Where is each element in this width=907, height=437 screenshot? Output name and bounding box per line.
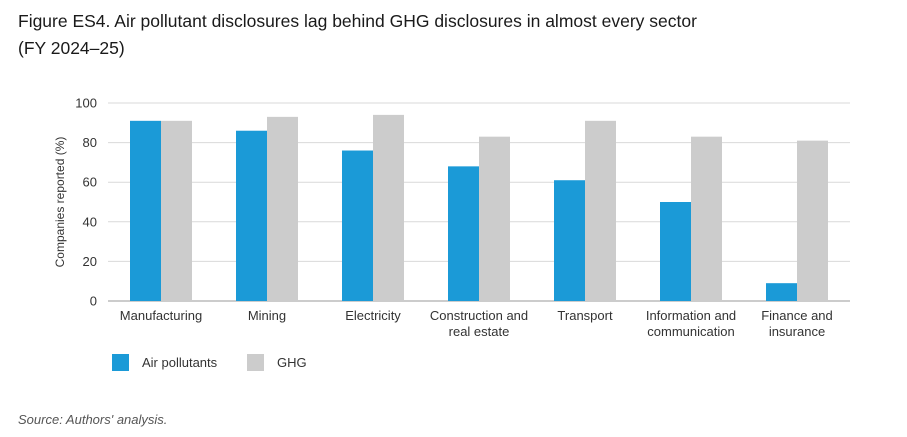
- x-tick-label: Electricity: [345, 308, 401, 323]
- y-tick-label: 80: [83, 135, 97, 150]
- source-note: Source: Authors' analysis.: [18, 412, 168, 427]
- chart-title-line-2: (FY 2024–25): [18, 38, 125, 58]
- x-tick-label: Manufacturing: [120, 308, 202, 323]
- bar-air-pollutants-5: [660, 202, 691, 301]
- legend-swatch-air-pollutants: [112, 354, 129, 371]
- y-tick-label: 20: [83, 254, 97, 269]
- x-tick-label: Finance and insurance: [761, 308, 833, 339]
- bar-chart: 0 20 40 60 80 100 Companies reported (%) Manufa…: [53, 96, 850, 371]
- x-tick-label-line: Finance and: [761, 308, 833, 323]
- y-tick-label: 40: [83, 214, 97, 229]
- x-tick-label-line: Electricity: [345, 308, 401, 323]
- x-tick-label-line: Transport: [557, 308, 613, 323]
- bar-air-pollutants-0: [130, 120, 161, 301]
- legend-label-air-pollutants: Air pollutants: [142, 355, 218, 370]
- x-tick-label: Construction and real estate: [430, 308, 528, 339]
- y-tick-label: 100: [75, 96, 97, 111]
- x-tick-label: Mining: [248, 308, 286, 323]
- bar-air-pollutants-4: [554, 180, 585, 301]
- bar-ghg-2: [373, 114, 404, 301]
- bar-air-pollutants-3: [448, 166, 479, 301]
- x-tick-label-line: real estate: [449, 324, 510, 339]
- x-tick-label-line: Information and: [646, 308, 736, 323]
- bar-ghg-0: [161, 120, 192, 301]
- x-tick-label-line: communication: [647, 324, 734, 339]
- y-tick-label: 0: [90, 294, 97, 309]
- bar-ghg-5: [691, 136, 722, 301]
- x-tick-label: Transport: [557, 308, 613, 323]
- x-tick-label-line: Mining: [248, 308, 286, 323]
- bar-ghg-6: [797, 140, 828, 301]
- bar-air-pollutants-1: [236, 130, 267, 301]
- legend-label-ghg: GHG: [277, 355, 307, 370]
- bar-ghg-4: [585, 120, 616, 301]
- bar-ghg-3: [479, 136, 510, 301]
- bar-ghg-1: [267, 116, 298, 301]
- chart-title: Figure ES4. Air pollutant disclosures la…: [18, 8, 898, 62]
- x-tick-label: Information and communication: [646, 308, 736, 339]
- y-axis-label: Companies reported (%): [53, 137, 67, 268]
- chart-title-line-1: Figure ES4. Air pollutant disclosures la…: [18, 11, 697, 31]
- bar-air-pollutants-2: [342, 150, 373, 301]
- bar-air-pollutants-6: [766, 283, 797, 301]
- legend-swatch-ghg: [247, 354, 264, 371]
- x-tick-label-line: Manufacturing: [120, 308, 202, 323]
- x-tick-label-line: Construction and: [430, 308, 528, 323]
- y-tick-label: 60: [83, 175, 97, 190]
- x-tick-label-line: insurance: [769, 324, 825, 339]
